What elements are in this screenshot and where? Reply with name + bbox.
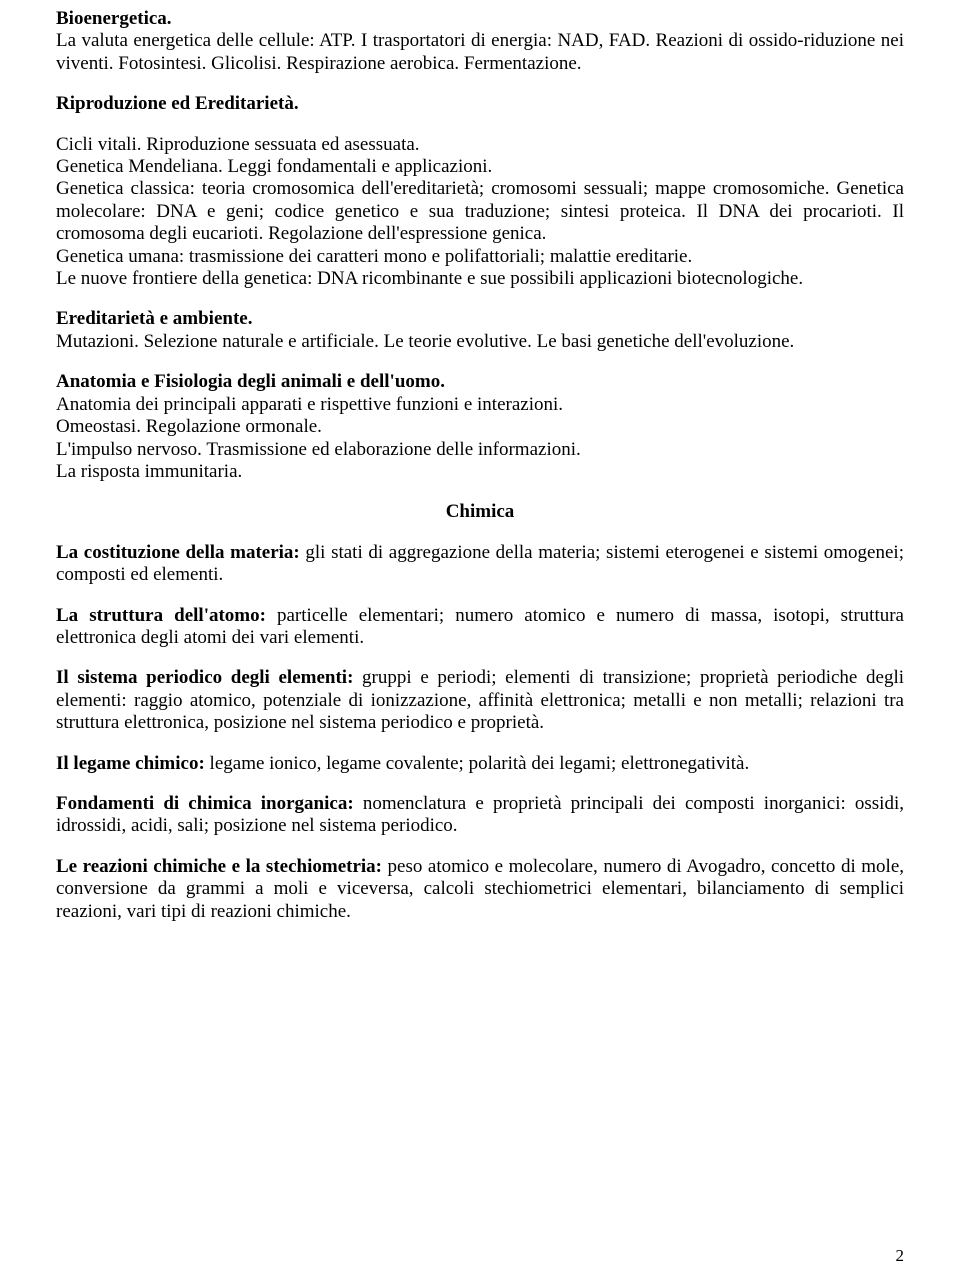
legame-bold: Il legame chimico:	[56, 753, 205, 774]
anatomia-line-4: La risposta immunitaria.	[56, 461, 904, 483]
anatomia-section: Anatomia e Fisiologia degli animali e de…	[56, 371, 904, 483]
riproduzione-line-5: Le nuove frontiere della genetica: DNA r…	[56, 268, 904, 290]
bioenergetica-title: Bioenergetica.	[56, 8, 904, 30]
riproduzione-line-3: Genetica classica: teoria cromosomica de…	[56, 178, 904, 245]
inorganica-para: Fondamenti di chimica inorganica: nomenc…	[56, 793, 904, 838]
periodico-para: Il sistema periodico degli elementi: gru…	[56, 667, 904, 734]
anatomia-title: Anatomia e Fisiologia degli animali e de…	[56, 371, 904, 393]
ereditarieta-title: Ereditarietà e ambiente.	[56, 308, 904, 330]
bioenergetica-body: La valuta energetica delle cellule: ATP.…	[56, 30, 904, 75]
legame-body: legame ionico, legame covalente; polarit…	[205, 753, 749, 774]
legame-para: Il legame chimico: legame ionico, legame…	[56, 753, 904, 775]
riproduzione-section: Riproduzione ed Ereditarietà. Cicli vita…	[56, 93, 904, 290]
riproduzione-line-2: Genetica Mendeliana. Leggi fondamentali …	[56, 156, 904, 178]
riproduzione-line-1: Cicli vitali. Riproduzione sessuata ed a…	[56, 134, 904, 156]
anatomia-line-1: Anatomia dei principali apparati e rispe…	[56, 394, 904, 416]
reazioni-bold: Le reazioni chimiche e la stechiometria:	[56, 856, 382, 877]
bioenergetica-section: Bioenergetica. La valuta energetica dell…	[56, 8, 904, 75]
atomo-bold: La struttura dell'atomo:	[56, 605, 266, 626]
reazioni-para: Le reazioni chimiche e la stechiometria:…	[56, 856, 904, 923]
riproduzione-line-4: Genetica umana: trasmissione dei caratte…	[56, 246, 904, 268]
anatomia-line-3: L'impulso nervoso. Trasmissione ed elabo…	[56, 439, 904, 461]
anatomia-line-2: Omeostasi. Regolazione ormonale.	[56, 416, 904, 438]
costituzione-bold: La costituzione della materia:	[56, 542, 300, 563]
costituzione-para: La costituzione della materia: gli stati…	[56, 542, 904, 587]
inorganica-bold: Fondamenti di chimica inorganica:	[56, 793, 354, 814]
periodico-bold: Il sistema periodico degli elementi:	[56, 667, 353, 688]
riproduzione-title: Riproduzione ed Ereditarietà.	[56, 93, 904, 115]
atomo-para: La struttura dell'atomo: particelle elem…	[56, 605, 904, 650]
chimica-heading: Chimica	[56, 501, 904, 523]
ereditarieta-body: Mutazioni. Selezione naturale e artifici…	[56, 331, 904, 353]
document-page: Bioenergetica. La valuta energetica dell…	[0, 0, 960, 923]
ereditarieta-section: Ereditarietà e ambiente. Mutazioni. Sele…	[56, 308, 904, 353]
page-number: 2	[896, 1246, 905, 1266]
